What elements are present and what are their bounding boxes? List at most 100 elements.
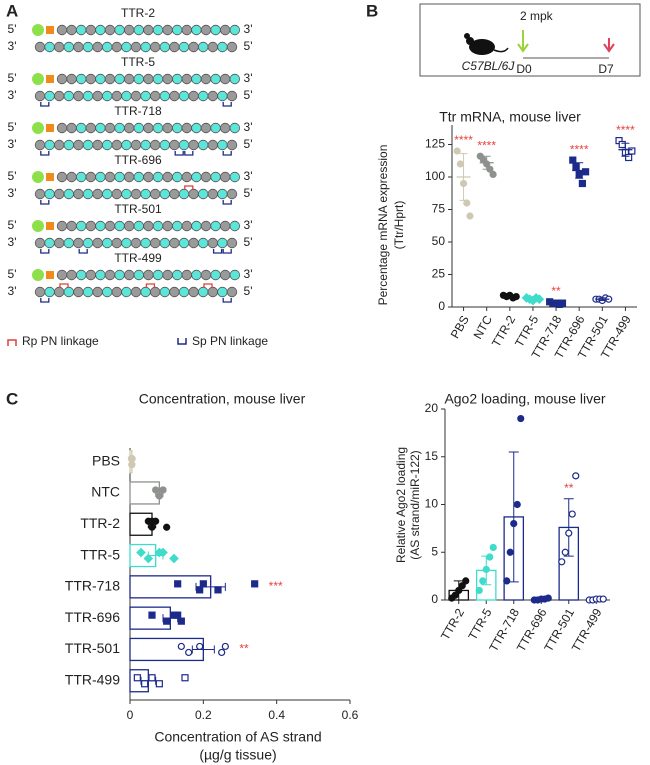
point	[148, 611, 156, 619]
nucleotide	[197, 286, 209, 298]
point	[466, 212, 474, 220]
nucleotide	[92, 41, 103, 53]
end-label: 5'	[244, 186, 253, 200]
nucleotide	[85, 220, 97, 232]
panel-label: B	[366, 1, 378, 20]
point	[158, 547, 168, 558]
nucleotide	[217, 90, 228, 102]
nucleotide	[123, 171, 135, 183]
nucleotide	[63, 41, 75, 53]
nucleotide	[140, 188, 151, 200]
dose-arrow	[517, 30, 529, 53]
sp-linkage	[40, 200, 50, 205]
nucleotide	[54, 286, 65, 298]
point	[143, 553, 154, 564]
nucleotide	[54, 237, 65, 249]
nucleotide	[85, 122, 97, 134]
nucleotide	[191, 122, 202, 134]
nucleotide	[130, 41, 142, 53]
linker	[46, 26, 54, 34]
y-tick-label: TTR-499	[65, 671, 120, 687]
y-tick-label: TTR-501	[65, 640, 120, 656]
point	[489, 543, 497, 552]
nucleotide	[92, 188, 103, 200]
nucleotide	[133, 220, 145, 232]
significance: ****	[616, 123, 635, 137]
nucleotide	[44, 237, 55, 249]
linker	[46, 222, 54, 230]
nucleotide	[133, 73, 145, 85]
nucleotide	[219, 73, 231, 85]
nucleotide	[82, 188, 94, 200]
nucleotide	[229, 73, 241, 85]
nucleotide	[101, 90, 113, 102]
nucleotide	[159, 286, 171, 298]
point	[482, 565, 490, 574]
error-bar	[563, 498, 574, 557]
x-tick-label: 0	[127, 708, 134, 722]
ligand	[32, 73, 44, 85]
nucleotide	[66, 73, 77, 85]
end-label: 3'	[244, 267, 253, 281]
point	[510, 519, 518, 528]
nucleotide	[75, 220, 87, 232]
nucleotide	[169, 237, 180, 249]
nucleotide	[152, 220, 164, 232]
sp-legend-mark	[177, 338, 187, 345]
nucleotide	[219, 269, 231, 281]
nucleotide	[207, 188, 219, 200]
end-label: 5'	[244, 137, 253, 151]
point	[169, 553, 179, 564]
y-axis-label: (Ttr/Hprt)	[392, 201, 406, 250]
error-bar	[508, 451, 519, 583]
point	[456, 160, 464, 168]
construct-name: TTR-5	[121, 55, 155, 69]
nucleotide	[149, 188, 161, 200]
nucleotide	[114, 73, 125, 85]
rp-legend-mark	[7, 339, 17, 346]
nucleotide	[123, 269, 135, 281]
panel-label: A	[6, 1, 18, 20]
nucleotide	[188, 286, 199, 298]
nucleotide	[54, 188, 65, 200]
nucleotide	[95, 73, 106, 85]
nucleotide	[140, 41, 151, 53]
nucleotide	[178, 188, 190, 200]
nucleotide	[104, 171, 116, 183]
harvest-arrow	[603, 38, 615, 53]
chart-title: Concentration, mouse liver	[139, 391, 306, 407]
sp-linkage	[40, 102, 50, 107]
point	[628, 147, 636, 155]
nucleotide	[171, 122, 183, 134]
nucleotide	[73, 139, 84, 151]
inset-box	[419, 3, 641, 77]
nucleotide	[149, 90, 161, 102]
legend-label: Rp PN linkage	[22, 334, 99, 348]
point	[133, 674, 141, 682]
nucleotide	[143, 122, 154, 134]
nucleotide	[63, 286, 75, 298]
nucleotide	[121, 41, 132, 53]
x-axis-label: (µg/g tissue)	[199, 747, 276, 763]
nucleotide	[169, 139, 180, 151]
nucleotide	[63, 90, 75, 102]
point	[128, 461, 136, 469]
nucleotide	[217, 41, 228, 53]
nucleotide	[85, 171, 97, 183]
nucleotide	[149, 139, 161, 151]
nucleotide	[44, 139, 55, 151]
point	[572, 163, 580, 171]
ligand	[32, 171, 44, 183]
point	[513, 500, 521, 509]
error-bar	[528, 297, 537, 301]
nucleotide	[197, 237, 209, 249]
nucleotide	[140, 90, 151, 102]
rp-linkage	[59, 283, 69, 288]
end-label: 3'	[244, 71, 253, 85]
nucleotide	[66, 171, 77, 183]
linker	[46, 271, 54, 279]
nucleotide	[229, 122, 241, 134]
nucleotide	[188, 237, 199, 249]
point	[462, 577, 470, 585]
nucleotide	[229, 269, 241, 281]
